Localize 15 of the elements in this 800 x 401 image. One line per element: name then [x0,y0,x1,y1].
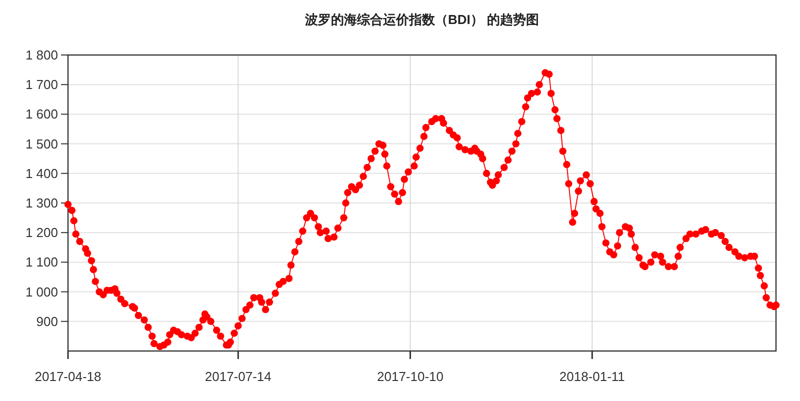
y-tick-label: 1 200 [25,225,58,240]
y-tick-label: 1 000 [25,284,58,300]
x-tick-label: 2017-07-14 [204,369,272,384]
x-tick-label: 2018-01-11 [559,369,625,384]
y-tick-label: 1 400 [25,166,58,181]
y-tick-label: 1 600 [25,106,58,122]
x-tick-label: 2017-10-10 [377,369,444,384]
y-tick-label: 1 300 [25,196,58,210]
x-tick-label: 2017-04-18 [34,369,102,384]
y-tick-label: 1 800 [25,48,58,62]
y-tick-label: 1 500 [25,136,58,152]
y-tick-label: 1 100 [25,254,58,270]
chart-title: 波罗的海综合运价指数（BDI） 的趋势图 [304,12,539,27]
y-tick-label: 900 [36,314,58,329]
y-tick-label: 1 700 [25,77,58,92]
